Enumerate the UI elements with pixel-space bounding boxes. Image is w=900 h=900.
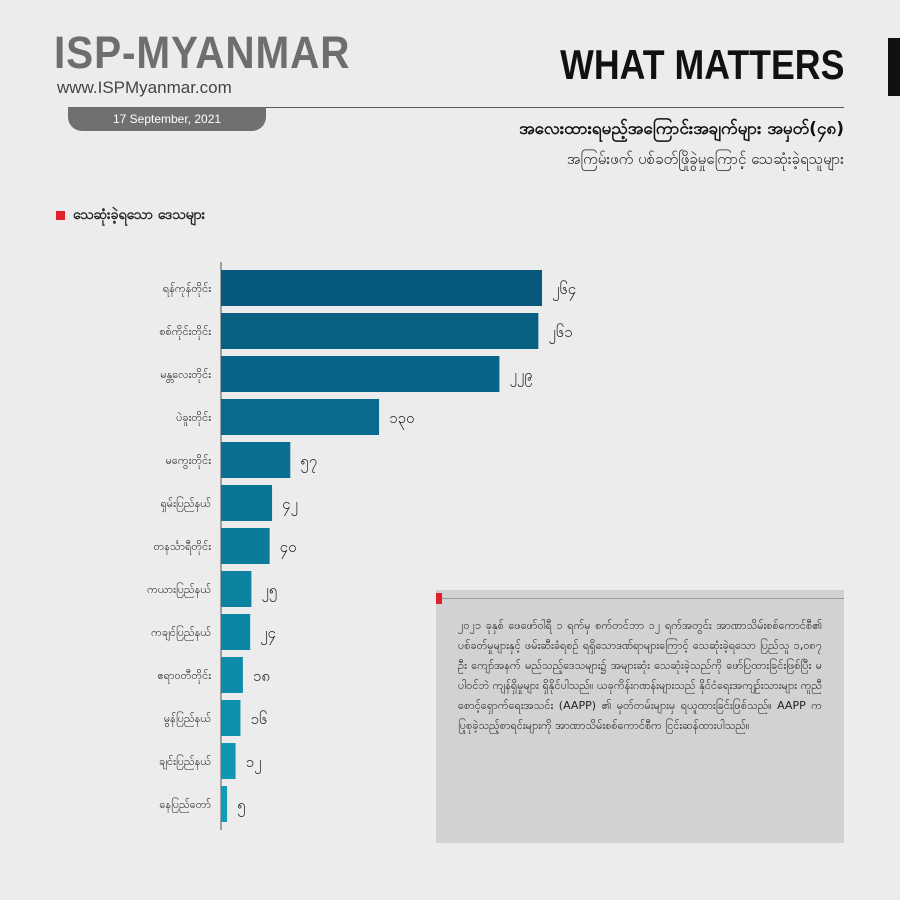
category-label: စစ်ကိုင်းတိုင်း [159,325,211,340]
category-label: ပဲခူးတိုင်း [176,411,211,426]
bar [221,657,243,693]
section-heading-text: သေဆုံးခဲ့ရသော ဒေသများ [73,207,206,223]
bar [221,700,241,736]
category-label: ရန်ကုန်တိုင်း [163,282,211,297]
header-divider [266,107,844,108]
brand-logo: ISP-MYANMAR [54,27,351,78]
value-label: ၂၅ [261,581,277,602]
bar [221,270,542,306]
value-label: ၅၇ [300,452,317,473]
note-accent-mark [436,593,442,604]
bar [221,313,539,349]
bar [221,571,252,607]
note-divider [436,598,844,599]
date-badge: 17 September, 2021 [68,107,266,131]
note-box: ၂၀၂၁ ခုနှစ် ဖေဖော်ဝါရီ ၁ ရက်မှ စက်တင်ဘာ … [436,590,844,843]
category-label: ဧရာဝတီတိုင်း [157,669,211,684]
website-url: www.ISPMyanmar.com [57,78,232,97]
bar [221,485,273,521]
note-text: ၂၀၂၁ ခုနှစ် ဖေဖော်ဝါရီ ၁ ရက်မှ စက်တင်ဘာ … [458,619,822,732]
bar [221,786,228,822]
value-label: ၁၂ [246,753,262,774]
category-label: မန္တလေးတိုင်း [160,368,211,383]
category-label: ရှမ်းပြည်နယ် [160,496,211,512]
category-label: ကချင်ပြည်နယ် [151,625,211,641]
value-label: ၂၄ [260,624,276,645]
bar [221,743,236,779]
category-label: တနင်္သာရီတိုင်း [154,540,212,555]
section-heading: သေဆုံးခဲ့ရသော ဒေသများ [56,205,205,226]
bar [221,399,380,435]
category-label: ချင်းပြည်နယ် [159,754,211,770]
value-label: ၅ [237,796,245,817]
bar [221,442,291,478]
value-label: ၁၆ [250,710,267,728]
series-brand: WHAT MATTERS [559,41,844,88]
category-label: မကွေးတိုင်း [166,454,212,469]
category-label: နေပြည်တော် [159,797,211,813]
page-subtitle: အကြမ်းဖက် ပစ်ခတ်ဖြိုခွဲမှုကြောင့် သေဆုံး… [566,150,844,168]
value-label: ၄၂ [282,495,298,516]
value-label: ၄၀ [280,538,297,559]
category-label: မွန်ပြည်နယ် [164,711,211,727]
page-title: အလေးထားရမည့်အကြောင်းအချက်များ အမှတ်(၄၈) [519,119,844,139]
value-label: ၂၂၉ [509,366,532,387]
bar [221,356,500,392]
bar [221,614,251,650]
value-label: ၂၆၄ [552,280,576,301]
value-label: ၂၆၁ [548,323,572,344]
value-label: ၁၃၀ [389,409,414,430]
category-label: ကယားပြည်နယ် [147,582,211,598]
value-label: ၁၈ [253,667,270,685]
bar [221,528,270,564]
brand-accent-bar [888,38,900,96]
red-square-icon [56,211,65,220]
